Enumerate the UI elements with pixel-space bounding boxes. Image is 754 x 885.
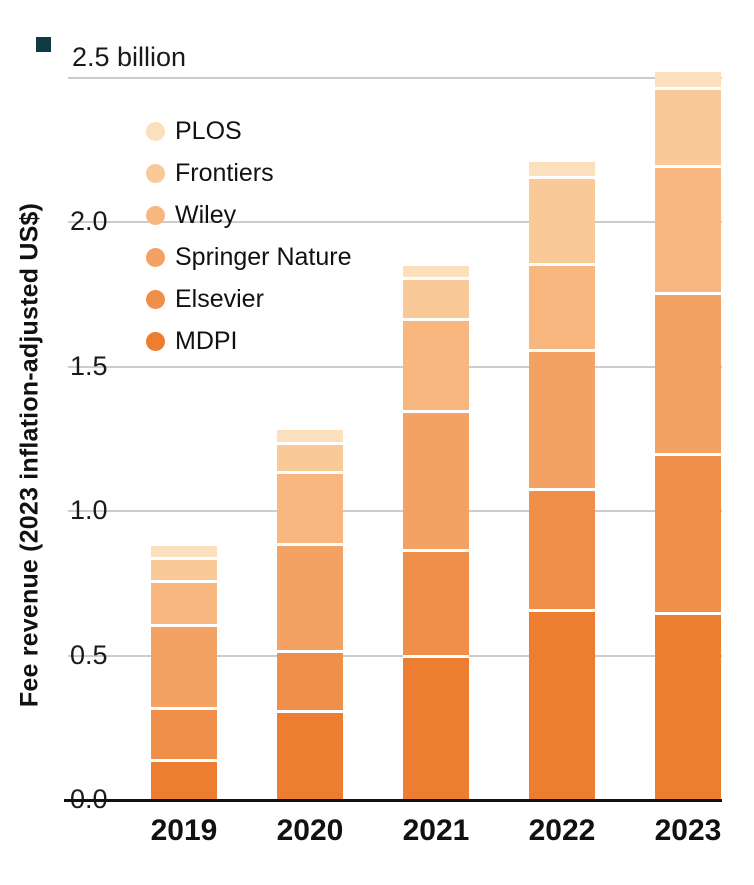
- y-tick-label: 0.5: [70, 639, 108, 670]
- legend-dot-icon: [146, 205, 165, 225]
- gridline: [68, 77, 722, 79]
- y-tick-label: 1.0: [70, 495, 108, 526]
- legend-dot-icon: [146, 163, 165, 183]
- legend-dot-icon: [146, 247, 165, 267]
- legend-label: Springer Nature: [175, 242, 352, 271]
- bar-segment: [277, 473, 343, 546]
- y-tick-label: 1.5: [70, 350, 108, 381]
- bar-segment: [403, 280, 469, 321]
- bar-segment: [403, 265, 469, 281]
- bar-segment: [655, 72, 721, 90]
- bar-segment: [151, 626, 217, 711]
- bar-segment: [529, 265, 595, 353]
- legend: PLOS Frontiers Wiley Springer Nature Elsevie…: [146, 110, 351, 362]
- x-axis-line: [64, 799, 722, 802]
- bar-segment: [277, 430, 343, 445]
- bar-segment: [529, 352, 595, 491]
- bar-segment: [277, 652, 343, 714]
- legend-dot-icon: [146, 289, 165, 309]
- legend-label: PLOS: [175, 116, 242, 145]
- bar-segment: [655, 89, 721, 168]
- bar-segment: [277, 444, 343, 474]
- legend-dot-icon: [146, 331, 165, 351]
- corner-mark: [36, 37, 51, 52]
- bar-segment: [529, 161, 595, 180]
- y-tick-label: 2.0: [70, 206, 108, 237]
- x-tick-label: 2023: [654, 814, 722, 847]
- legend-item: Frontiers: [146, 152, 351, 194]
- bar-segment: [151, 560, 217, 584]
- bar-segment: [403, 658, 469, 800]
- bar-segment: [277, 713, 343, 800]
- gridline: [68, 510, 722, 513]
- bar-segment: [151, 762, 217, 800]
- legend-item: Springer Nature: [146, 236, 351, 278]
- bar-segment: [655, 294, 721, 457]
- bar-segment: [151, 583, 217, 627]
- x-tick-label: 2021: [402, 814, 470, 847]
- bar-segment: [655, 167, 721, 295]
- x-tick-label: 2019: [150, 814, 218, 847]
- gridline: [68, 365, 722, 368]
- bar-segment: [529, 490, 595, 613]
- legend-dot-icon: [146, 121, 165, 141]
- legend-label: Wiley: [175, 200, 237, 229]
- x-tick-label: 2020: [276, 814, 344, 847]
- legend-item: Wiley: [146, 194, 351, 236]
- gridline: [68, 654, 722, 657]
- y-axis-title: Fee revenue (2023 inflation-adjusted US$…: [15, 202, 44, 708]
- legend-label: MDPI: [175, 326, 238, 355]
- bar-segment: [403, 413, 469, 552]
- legend-label: Frontiers: [175, 158, 274, 187]
- bar-segment: [277, 545, 343, 653]
- top-axis-label: 2.5 billion: [72, 42, 187, 72]
- bar-segment: [655, 456, 721, 616]
- gridline: [68, 221, 722, 224]
- x-tick-label: 2022: [528, 814, 596, 847]
- bar-segment: [529, 179, 595, 266]
- bar-segment: [655, 615, 721, 800]
- legend-item: MDPI: [146, 320, 351, 362]
- bar-segment: [403, 551, 469, 659]
- bar-segment: [151, 545, 217, 561]
- legend-item: Elsevier: [146, 278, 351, 320]
- legend-item: PLOS: [146, 110, 351, 152]
- legend-label: Elsevier: [175, 284, 264, 313]
- bar-segment: [151, 710, 217, 763]
- bar-segment: [403, 320, 469, 413]
- bar-segment: [529, 612, 595, 800]
